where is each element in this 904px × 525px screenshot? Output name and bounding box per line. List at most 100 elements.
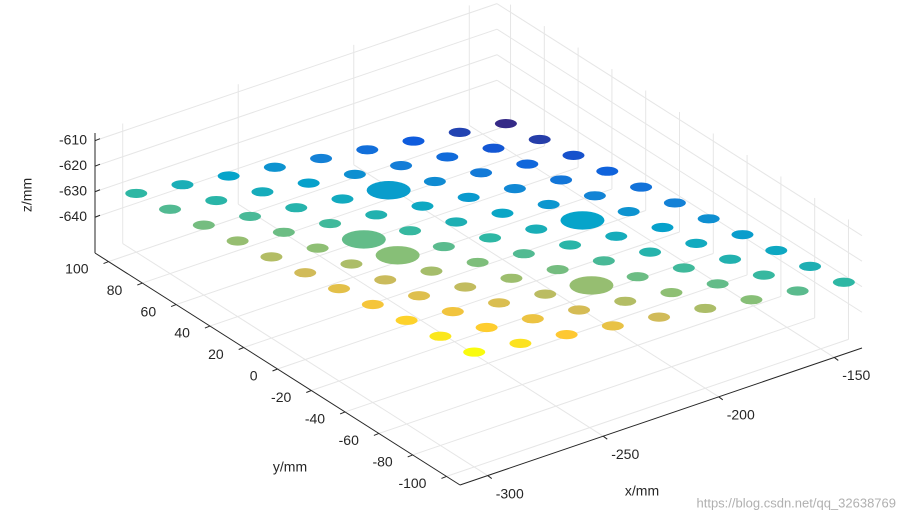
- point: [521, 314, 544, 324]
- point: [454, 282, 477, 292]
- grid-line: [94, 3, 498, 142]
- y-tick: [103, 261, 109, 265]
- y-tick-label: 40: [174, 325, 190, 341]
- grid-line: [94, 54, 498, 193]
- y-tick: [407, 454, 413, 458]
- point: [525, 224, 548, 234]
- point: [648, 312, 671, 322]
- point: [356, 145, 379, 155]
- point: [731, 230, 754, 240]
- point: [765, 245, 788, 256]
- point: [470, 168, 493, 178]
- y-tick-label: -20: [271, 389, 291, 405]
- point: [457, 192, 480, 202]
- point: [445, 217, 468, 227]
- point: [375, 246, 420, 265]
- z-tick-label: -620: [59, 157, 87, 173]
- z-tick: [94, 138, 101, 142]
- x-tick-label: -200: [727, 407, 755, 423]
- grid-line: [496, 54, 863, 288]
- point: [285, 203, 308, 213]
- point: [341, 230, 386, 249]
- point: [328, 284, 351, 294]
- point: [550, 175, 573, 185]
- y-tick: [170, 304, 177, 308]
- point: [516, 159, 539, 169]
- point: [617, 207, 640, 217]
- point: [697, 214, 720, 224]
- point: [562, 150, 585, 160]
- y-tick: [306, 390, 312, 393]
- point: [374, 275, 397, 285]
- point: [583, 191, 606, 201]
- grid-line: [94, 79, 498, 218]
- point: [420, 266, 443, 276]
- point: [192, 220, 215, 230]
- grid-line: [446, 338, 849, 477]
- point: [706, 279, 729, 289]
- y-tick-label: 80: [107, 282, 123, 298]
- point: [614, 296, 637, 306]
- y-tick-label: 100: [65, 260, 89, 276]
- y-tick-label: 60: [141, 303, 157, 319]
- z-tick-label: -610: [59, 131, 87, 147]
- point: [503, 184, 526, 194]
- point: [568, 305, 591, 315]
- y-tick: [238, 347, 244, 350]
- point: [441, 307, 464, 317]
- point: [672, 263, 695, 273]
- grid-line: [344, 274, 748, 413]
- y-tick-label: -60: [339, 432, 359, 448]
- point: [534, 289, 557, 299]
- point: [660, 287, 683, 298]
- point: [310, 153, 333, 164]
- point: [411, 201, 434, 211]
- point: [226, 236, 249, 246]
- point: [402, 136, 425, 146]
- point: [463, 347, 486, 357]
- point: [559, 240, 582, 250]
- y-tick-label: -100: [398, 475, 426, 491]
- watermark: https://blog.csdn.net/qq_32638769: [697, 495, 897, 510]
- point: [365, 210, 388, 220]
- point: [799, 261, 822, 271]
- point: [340, 259, 363, 269]
- y-tick: [272, 368, 278, 372]
- point: [555, 330, 578, 340]
- point: [592, 256, 615, 266]
- grid-line: [496, 3, 863, 237]
- y-tick: [373, 432, 380, 436]
- y-tick: [339, 411, 346, 415]
- point: [479, 233, 502, 243]
- y-tick: [204, 325, 211, 329]
- y-tick-label: -40: [305, 411, 325, 427]
- point: [448, 127, 471, 137]
- grid-line: [378, 295, 782, 434]
- point: [205, 195, 228, 206]
- y-tick: [137, 282, 143, 286]
- x-tick-label: -150: [842, 367, 870, 383]
- x-tick: [602, 435, 608, 440]
- point: [171, 180, 194, 190]
- point: [537, 199, 560, 210]
- z-tick: [94, 163, 101, 167]
- point: [408, 291, 431, 301]
- z-tick: [94, 214, 101, 218]
- point: [509, 338, 532, 348]
- y-tick-label: -80: [372, 454, 392, 470]
- point: [432, 241, 455, 252]
- point: [331, 194, 354, 204]
- x-axis: [459, 347, 863, 486]
- y-tick-label: 0: [250, 368, 258, 384]
- point: [694, 303, 717, 314]
- point: [319, 218, 342, 229]
- point: [500, 273, 523, 283]
- point: [239, 211, 262, 222]
- point: [343, 169, 366, 179]
- point: [605, 231, 628, 241]
- point: [630, 182, 653, 192]
- point: [423, 176, 446, 187]
- x-tick: [833, 357, 839, 361]
